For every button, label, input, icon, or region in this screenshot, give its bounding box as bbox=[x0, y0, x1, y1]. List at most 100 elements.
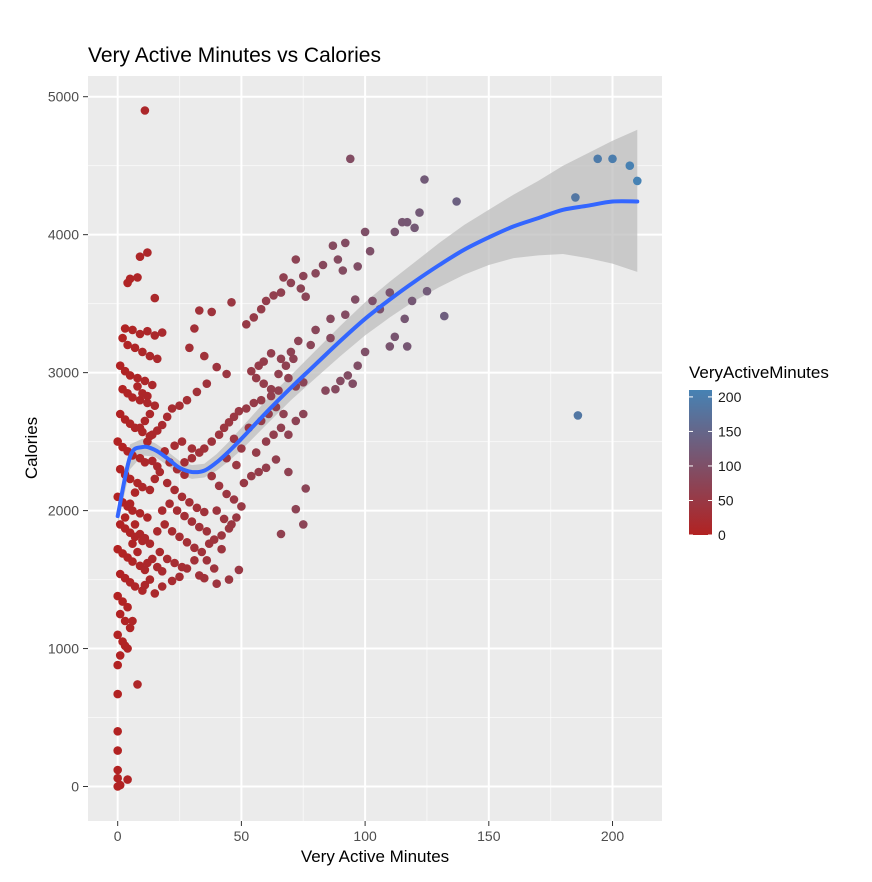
x-tick-label: 100 bbox=[353, 828, 377, 844]
data-point bbox=[299, 520, 308, 529]
data-point bbox=[150, 589, 160, 598]
data-point bbox=[350, 295, 360, 304]
data-point bbox=[170, 441, 179, 451]
data-point bbox=[306, 340, 316, 350]
x-axis-title: Very Active Minutes bbox=[301, 847, 449, 866]
data-point bbox=[207, 307, 216, 317]
data-point bbox=[195, 448, 204, 457]
data-point bbox=[113, 660, 122, 670]
data-point bbox=[232, 460, 241, 470]
data-point bbox=[422, 286, 432, 296]
data-point bbox=[400, 314, 410, 324]
data-point bbox=[120, 513, 130, 522]
x-tick-label: 200 bbox=[601, 828, 625, 844]
data-point bbox=[227, 298, 236, 307]
data-point bbox=[157, 420, 167, 430]
data-point bbox=[128, 506, 137, 515]
data-point bbox=[125, 623, 135, 633]
data-point bbox=[633, 176, 642, 186]
data-point bbox=[214, 430, 224, 440]
data-point bbox=[296, 284, 306, 293]
data-point bbox=[224, 575, 234, 584]
data-point bbox=[276, 288, 286, 297]
data-point bbox=[197, 547, 207, 557]
data-point bbox=[227, 520, 236, 529]
data-point bbox=[440, 311, 449, 321]
data-point bbox=[254, 467, 263, 477]
data-point bbox=[276, 423, 286, 433]
data-point bbox=[286, 278, 296, 288]
data-point bbox=[150, 293, 160, 303]
data-point bbox=[113, 727, 122, 736]
data-point bbox=[202, 527, 212, 536]
data-point bbox=[410, 223, 419, 233]
data-point bbox=[182, 395, 192, 405]
data-point bbox=[291, 255, 301, 264]
data-point bbox=[407, 296, 417, 306]
data-point bbox=[148, 380, 157, 390]
data-point bbox=[192, 503, 202, 513]
data-point bbox=[328, 241, 338, 250]
data-point bbox=[338, 266, 348, 275]
legend-colorbar bbox=[689, 390, 712, 535]
data-point bbox=[140, 416, 150, 426]
data-point bbox=[284, 373, 293, 383]
data-point bbox=[200, 351, 209, 361]
data-point bbox=[266, 391, 276, 401]
x-axis: 0 50 100 150 200 bbox=[114, 821, 625, 844]
data-point bbox=[187, 444, 197, 453]
data-point bbox=[190, 543, 199, 553]
data-point bbox=[385, 342, 395, 351]
x-tick-label: 0 bbox=[114, 828, 122, 844]
data-point bbox=[207, 471, 216, 481]
data-point bbox=[284, 467, 293, 477]
data-point bbox=[209, 535, 219, 544]
data-point bbox=[113, 773, 122, 783]
data-point bbox=[140, 458, 150, 467]
data-point bbox=[175, 401, 184, 411]
data-point bbox=[256, 395, 266, 405]
data-point bbox=[125, 474, 135, 484]
data-point bbox=[281, 361, 291, 371]
data-point bbox=[195, 306, 204, 315]
legend: VeryActiveMinutes 0 50 100 150 200 bbox=[689, 363, 829, 543]
data-point bbox=[608, 154, 617, 164]
data-point bbox=[135, 395, 145, 405]
data-point bbox=[385, 288, 395, 297]
data-point bbox=[167, 527, 177, 536]
data-point bbox=[276, 529, 286, 539]
data-point bbox=[420, 175, 429, 184]
data-point bbox=[123, 775, 132, 784]
data-point bbox=[251, 448, 261, 457]
data-point bbox=[162, 412, 172, 422]
data-point bbox=[353, 361, 363, 371]
data-point bbox=[390, 227, 400, 237]
data-point bbox=[113, 437, 122, 446]
data-point bbox=[128, 557, 137, 566]
data-point bbox=[153, 354, 162, 364]
y-tick-label: 1000 bbox=[48, 641, 79, 657]
data-point bbox=[140, 580, 150, 590]
data-point bbox=[207, 437, 216, 446]
data-point bbox=[155, 547, 165, 557]
data-point bbox=[130, 520, 140, 529]
data-point bbox=[368, 296, 377, 306]
data-point bbox=[128, 616, 137, 626]
data-point bbox=[237, 444, 246, 453]
data-point bbox=[138, 482, 147, 492]
data-point bbox=[190, 556, 199, 565]
smooth-line bbox=[115, 199, 640, 519]
data-point bbox=[150, 474, 160, 484]
data-point bbox=[276, 354, 286, 364]
data-point bbox=[247, 471, 256, 481]
data-point bbox=[187, 517, 197, 526]
data-point bbox=[261, 437, 271, 446]
data-point bbox=[195, 522, 204, 532]
data-point bbox=[224, 418, 234, 427]
data-point bbox=[162, 554, 172, 564]
data-point bbox=[185, 343, 194, 353]
data-point bbox=[301, 484, 311, 493]
data-point bbox=[593, 154, 602, 164]
data-point bbox=[160, 520, 169, 529]
